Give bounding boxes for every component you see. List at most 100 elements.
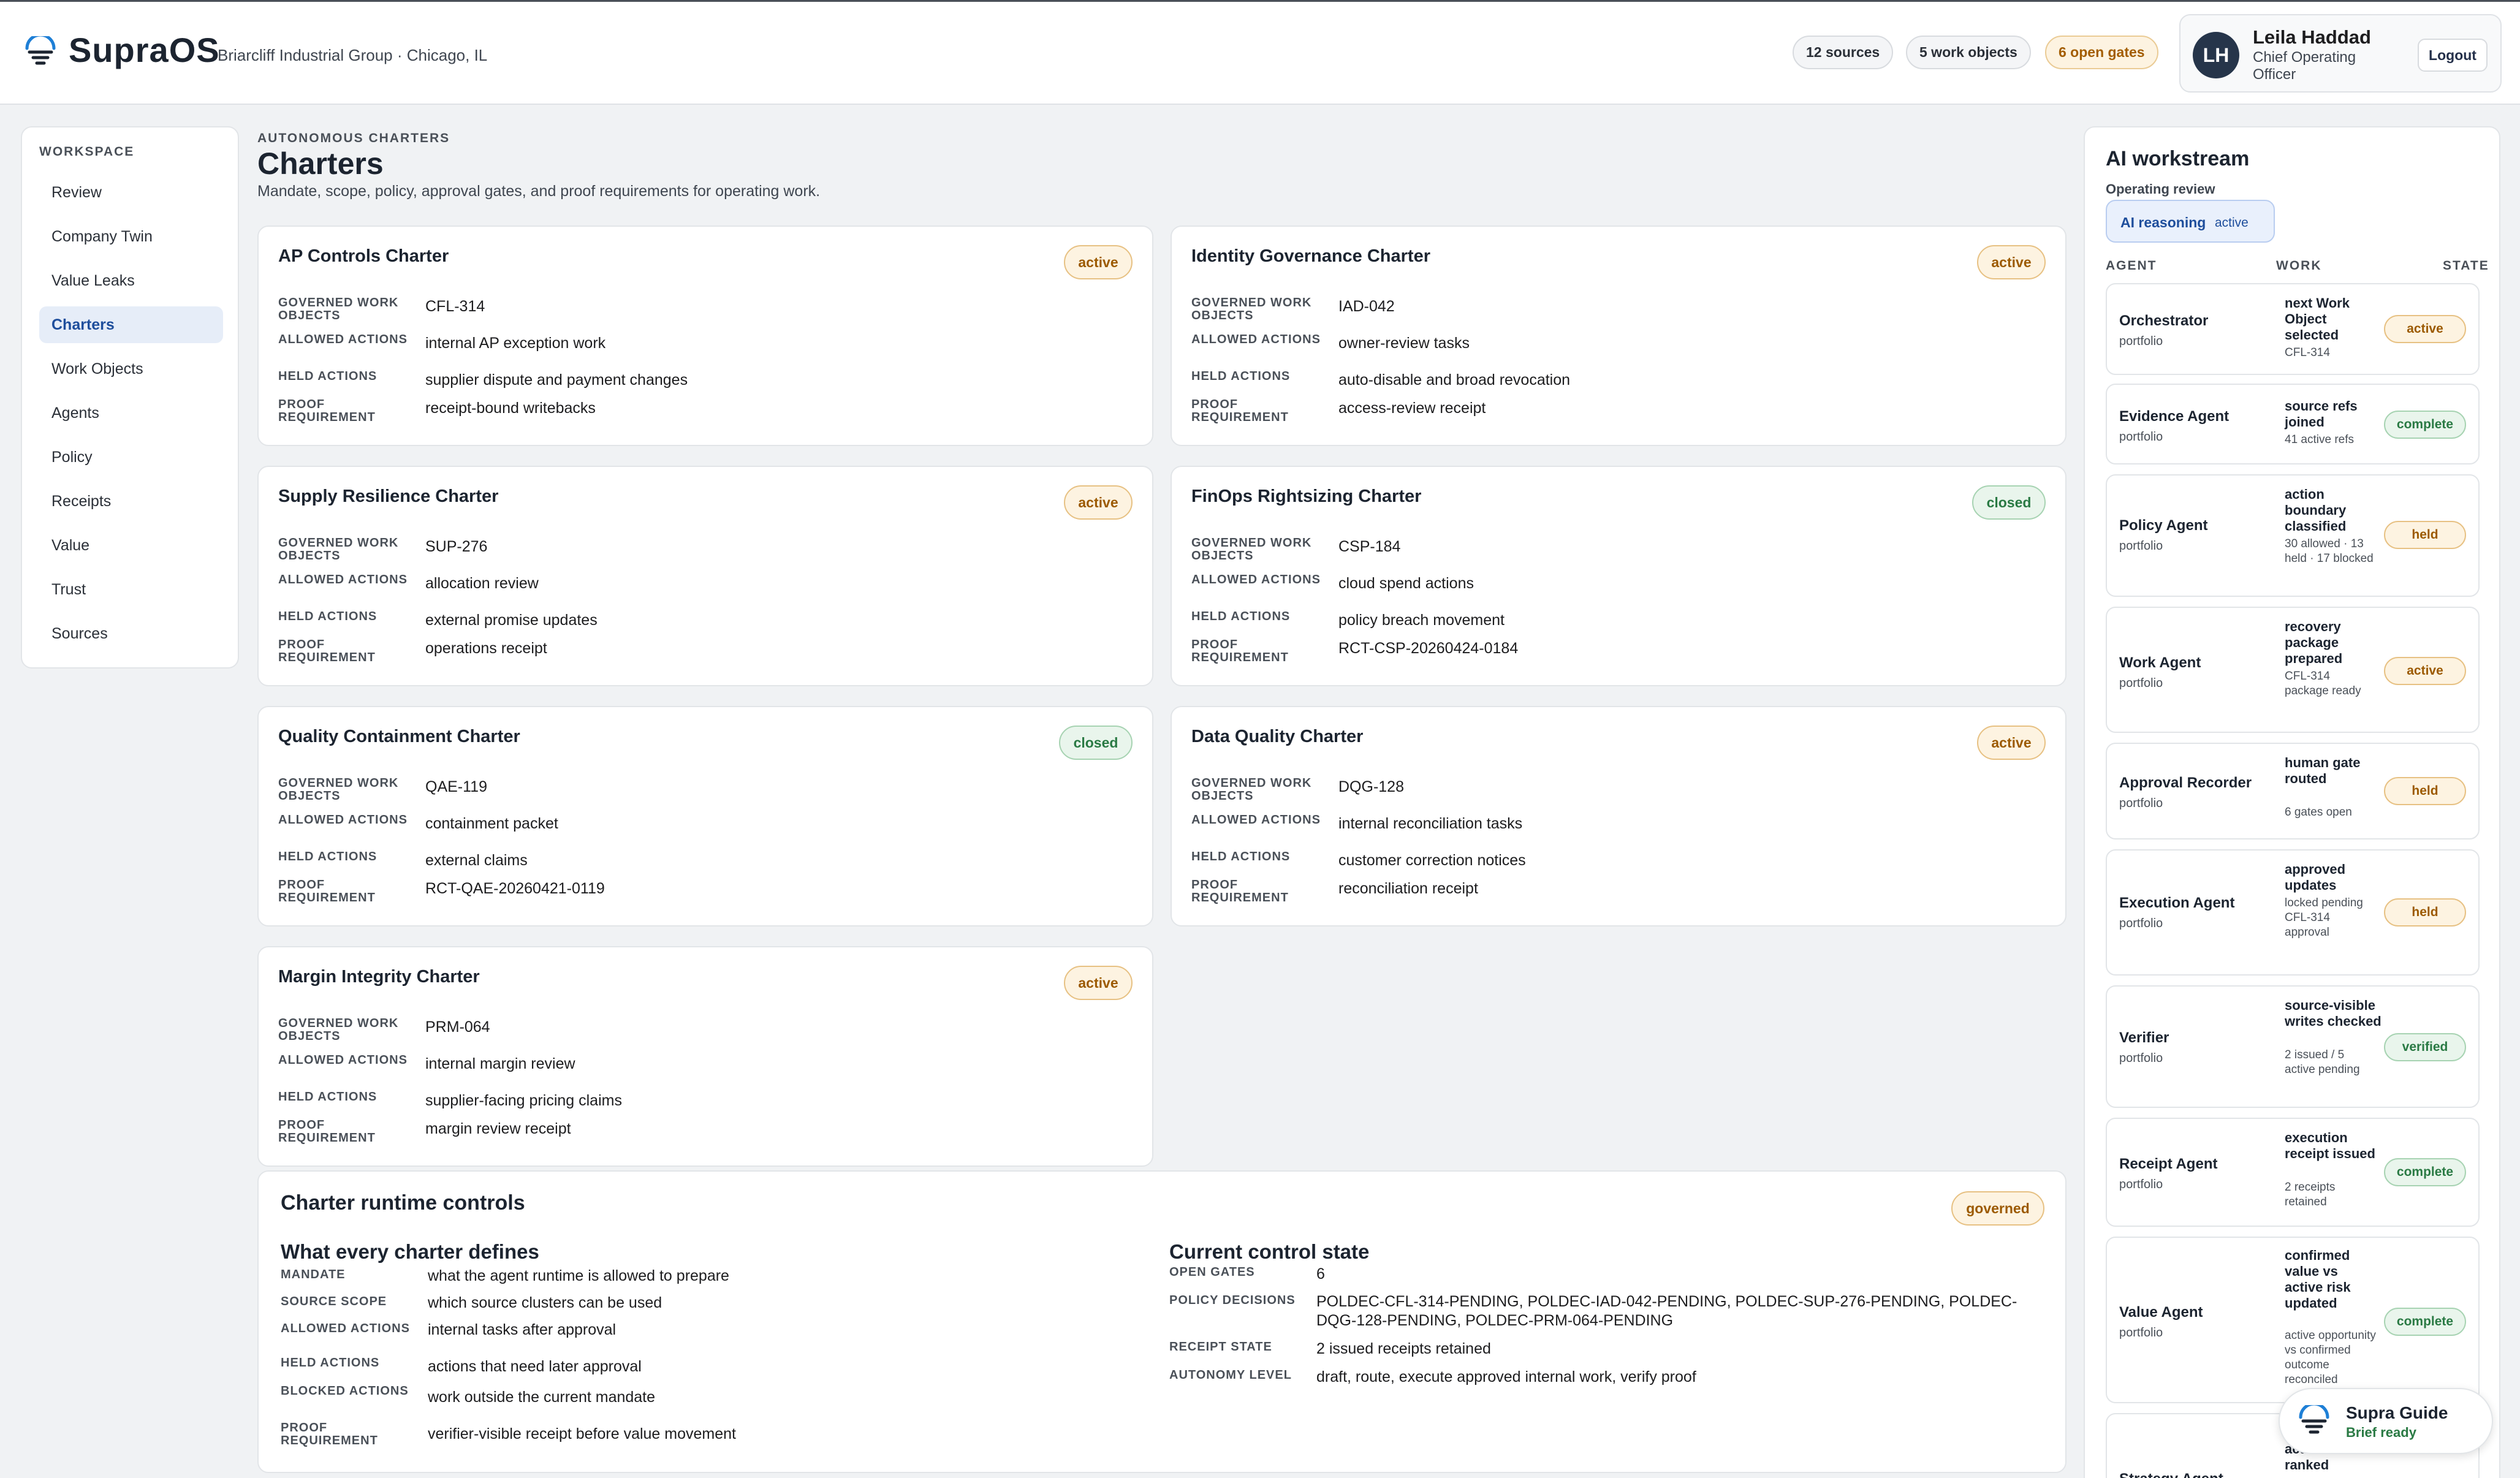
- status-badge: active: [1977, 245, 2046, 279]
- sidebar-item-review[interactable]: Review: [51, 184, 102, 201]
- sidebar-item-sources[interactable]: Sources: [51, 625, 108, 642]
- allowed-label: ALLOWED ACTIONS: [1191, 573, 1321, 586]
- supra-guide-button[interactable]: Supra Guide Brief ready: [2279, 1388, 2493, 1454]
- sidebar-item-value[interactable]: Value: [51, 537, 90, 554]
- ai-reasoning-toggle[interactable]: AI reasoning active: [2106, 200, 2275, 243]
- agent-work-detail: CFL-314 package ready: [2285, 670, 2361, 697]
- control-state-title: Current control state: [1169, 1240, 1370, 1263]
- governed-badge: governed: [1951, 1191, 2044, 1226]
- define-label: ALLOWED ACTIONS: [281, 1322, 410, 1335]
- proof-value: operations receipt: [425, 640, 547, 657]
- agent-state-badge: active: [2384, 315, 2466, 343]
- agent-row-execution[interactable]: Execution Agent portfolio approved updat…: [2106, 849, 2480, 976]
- agent-work: approved updates: [2285, 862, 2346, 893]
- logout-button[interactable]: Logout: [2418, 39, 2488, 72]
- sources-chip[interactable]: 12 sources: [1793, 36, 1894, 69]
- allowed-value: cloud spend actions: [1338, 575, 1474, 592]
- define-label: BLOCKED ACTIONS: [281, 1384, 409, 1398]
- agent-state-badge: held: [2384, 521, 2466, 549]
- held-label: HELD ACTIONS: [278, 610, 378, 623]
- state-column-header: STATE: [2443, 259, 2489, 273]
- defines-title: What every charter defines: [281, 1240, 539, 1263]
- sidebar-item-policy[interactable]: Policy: [51, 449, 93, 466]
- proof-label: PROOF REQUIREMENT: [1191, 638, 1289, 664]
- charter-title: Supply Resilience Charter: [278, 487, 499, 506]
- held-value: customer correction notices: [1338, 852, 1526, 869]
- agent-name: Approval Recorder: [2119, 775, 2252, 791]
- agent-name: Receipt Agent: [2119, 1156, 2218, 1172]
- sidebar-item-agents[interactable]: Agents: [51, 404, 99, 422]
- sidebar-item-company-twin[interactable]: Company Twin: [51, 228, 153, 245]
- agent-row-policy[interactable]: Policy Agent portfolio action boundary c…: [2106, 474, 2480, 597]
- agent-scope: portfolio: [2119, 917, 2163, 930]
- charter-card-quality-containment[interactable]: Quality Containment Charter closed GOVER…: [257, 706, 1153, 927]
- agent-scope: portfolio: [2119, 335, 2163, 348]
- agent-row-approval-recorder[interactable]: Approval Recorder portfolio human gate r…: [2106, 743, 2480, 839]
- allowed-label: ALLOWED ACTIONS: [1191, 813, 1321, 827]
- proof-label: PROOF REQUIREMENT: [1191, 878, 1289, 904]
- status-badge: closed: [1059, 726, 1133, 760]
- open-gates-chip[interactable]: 6 open gates: [2045, 36, 2158, 69]
- status-badge: active: [1064, 245, 1133, 279]
- charter-card-supply-resilience[interactable]: Supply Resilience Charter active GOVERNE…: [257, 466, 1153, 686]
- agent-name: Execution Agent: [2119, 895, 2235, 911]
- agent-row-evidence[interactable]: Evidence Agent portfolio source refs joi…: [2106, 384, 2480, 464]
- sidebar-item-receipts[interactable]: Receipts: [51, 493, 112, 510]
- user-role: Chief Operating Officer: [2253, 49, 2356, 83]
- allowed-label: ALLOWED ACTIONS: [1191, 333, 1321, 346]
- charter-card-data-quality[interactable]: Data Quality Charter active GOVERNED WOR…: [1171, 706, 2066, 927]
- governed-value: QAE-119: [425, 778, 487, 795]
- agent-row-value[interactable]: Value Agent portfolio confirmed value vs…: [2106, 1237, 2480, 1403]
- status-badge: active: [1064, 966, 1133, 1000]
- agent-work: execution receipt issued: [2285, 1130, 2375, 1161]
- held-label: HELD ACTIONS: [278, 1090, 378, 1104]
- charter-card-finops-rightsizing[interactable]: FinOps Rightsizing Charter closed GOVERN…: [1171, 466, 2066, 686]
- supraos-logo-icon[interactable]: [23, 36, 58, 70]
- agent-row-receipt[interactable]: Receipt Agent portfolio execution receip…: [2106, 1118, 2480, 1227]
- allowed-label: ALLOWED ACTIONS: [278, 333, 408, 346]
- allowed-value: allocation review: [425, 575, 539, 592]
- agent-state-badge: active: [2384, 657, 2466, 685]
- agent-state-badge: complete: [2384, 1308, 2466, 1336]
- charter-title: Quality Containment Charter: [278, 727, 520, 746]
- state-value: POLDEC-CFL-314-PENDING, POLDEC-IAD-042-P…: [1316, 1293, 2017, 1329]
- agent-name: Verifier: [2119, 1029, 2169, 1046]
- define-value: work outside the current mandate: [428, 1389, 656, 1406]
- agent-work: next Work Object selected: [2285, 295, 2350, 343]
- work-objects-chip[interactable]: 5 work objects: [1906, 36, 2031, 69]
- held-label: HELD ACTIONS: [1191, 370, 1291, 383]
- agent-row-work[interactable]: Work Agent portfolio recovery package pr…: [2106, 607, 2480, 733]
- governed-label: GOVERNED WORK OBJECTS: [1191, 776, 1312, 803]
- charter-card-margin-integrity[interactable]: Margin Integrity Charter active GOVERNED…: [257, 946, 1153, 1167]
- sidebar-section-label: WORKSPACE: [39, 145, 135, 159]
- charter-card-ap-controls[interactable]: AP Controls Charter active GOVERNED WORK…: [257, 225, 1153, 446]
- held-label: HELD ACTIONS: [278, 850, 378, 863]
- charter-title: AP Controls Charter: [278, 246, 449, 266]
- agent-work: human gate routed: [2285, 755, 2361, 786]
- agent-work: confirmed value vs active risk updated: [2285, 1248, 2351, 1311]
- sidebar-item-work-objects[interactable]: Work Objects: [51, 360, 143, 377]
- agent-name: Evidence Agent: [2119, 408, 2230, 425]
- governed-value: CSP-184: [1338, 538, 1401, 555]
- agent-state-badge: held: [2384, 777, 2466, 805]
- agent-row-verifier[interactable]: Verifier portfolio source-visible writes…: [2106, 985, 2480, 1108]
- sidebar-item-charters[interactable]: Charters: [39, 306, 223, 343]
- sidebar-item-value-leaks[interactable]: Value Leaks: [51, 272, 135, 289]
- agent-row-orchestrator[interactable]: Orchestrator portfolio next Work Object …: [2106, 283, 2480, 375]
- proof-value: reconciliation receipt: [1338, 880, 1478, 897]
- status-badge: active: [1064, 485, 1133, 520]
- proof-value: access-review receipt: [1338, 400, 1486, 417]
- allowed-value: internal reconciliation tasks: [1338, 815, 1523, 832]
- define-value: what the agent runtime is allowed to pre…: [428, 1267, 729, 1284]
- agent-work-detail: 6 gates open: [2285, 806, 2352, 819]
- state-value: draft, route, execute approved internal …: [1316, 1368, 1696, 1385]
- define-value: actions that need later approval: [428, 1358, 642, 1375]
- charter-card-identity-governance[interactable]: Identity Governance Charter active GOVER…: [1171, 225, 2066, 446]
- agent-state-badge: complete: [2384, 411, 2466, 439]
- held-value: supplier-facing pricing claims: [425, 1092, 622, 1109]
- brand-name[interactable]: SupraOS: [69, 31, 220, 69]
- page-subtitle: Mandate, scope, policy, approval gates, …: [257, 183, 821, 200]
- runtime-title: Charter runtime controls: [281, 1191, 525, 1215]
- agent-scope: portfolio: [2119, 797, 2163, 810]
- sidebar-item-trust[interactable]: Trust: [51, 581, 86, 598]
